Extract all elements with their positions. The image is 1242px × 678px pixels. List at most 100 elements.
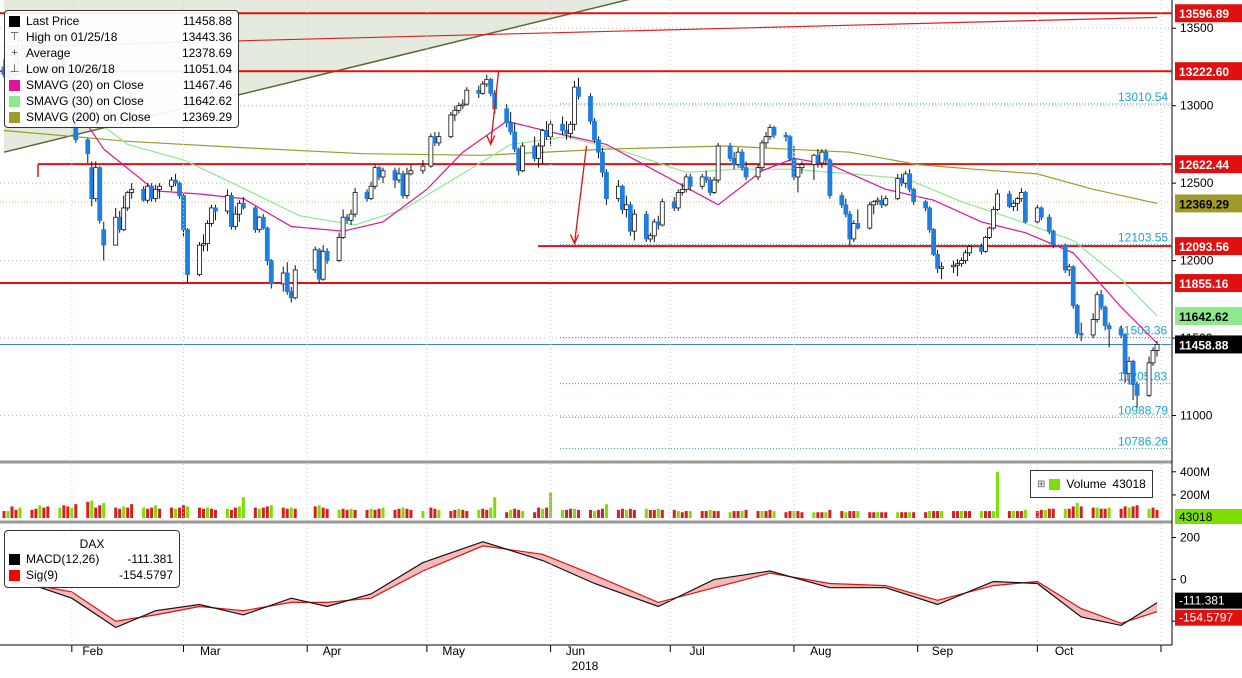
- volume-bar: [86, 501, 90, 518]
- candle: [252, 206, 258, 233]
- volume-bar: [405, 508, 409, 518]
- volume-bar: [505, 512, 509, 518]
- candle-body: [911, 188, 917, 203]
- volume-bar: [453, 509, 457, 518]
- volume-bar: [1047, 508, 1051, 518]
- candle-body: [1130, 360, 1136, 385]
- candle: [448, 111, 454, 139]
- candle-body: [1122, 334, 1128, 375]
- volume-bar: [197, 507, 201, 518]
- candle-body: [799, 164, 805, 169]
- candle-body: [1070, 266, 1076, 306]
- price-tag: [1175, 335, 1242, 354]
- candle-body: [1010, 202, 1016, 207]
- candle: [113, 207, 119, 246]
- candle-body: [979, 246, 984, 252]
- price-tag-label: 11458.88: [1179, 338, 1229, 352]
- fib-level-label: 10988.79: [1118, 403, 1168, 417]
- candle-body: [883, 198, 889, 206]
- volume-bar: [660, 509, 664, 518]
- candle-body: [236, 202, 242, 215]
- candle: [336, 232, 342, 263]
- candle: [596, 136, 601, 159]
- candle: [823, 149, 829, 165]
- candle-body: [336, 236, 342, 262]
- volume-bar: [1015, 511, 1019, 518]
- candle: [967, 245, 972, 256]
- volume-bar: [233, 507, 237, 518]
- volume-bar: [429, 507, 433, 518]
- legend-item-average: + Average 12378.69: [5, 45, 238, 61]
- candle-body: [117, 216, 123, 231]
- candle: [436, 132, 442, 146]
- volume-bar: [237, 506, 241, 518]
- candle-body: [568, 123, 573, 134]
- month-label: Feb: [82, 644, 103, 658]
- price-tick-label: 12500: [1180, 176, 1214, 190]
- volume-bar: [517, 509, 521, 518]
- volume-bar: [632, 509, 636, 518]
- level-price-tag: [1175, 237, 1242, 256]
- candle: [767, 124, 773, 140]
- candle-body: [97, 167, 103, 221]
- candle-body: [967, 246, 972, 254]
- volume-bar: [42, 507, 46, 518]
- volume-bar: [509, 509, 513, 518]
- volume-bar: [708, 509, 712, 518]
- candle-body: [560, 123, 565, 131]
- volume-bar: [205, 507, 209, 518]
- candle: [520, 142, 526, 173]
- volume-bar: [261, 507, 265, 518]
- volume-bar: [1067, 508, 1071, 518]
- candle: [1050, 229, 1056, 249]
- candle-body: [1098, 294, 1104, 308]
- candle-body: [951, 264, 956, 268]
- volume-bar: [868, 512, 872, 518]
- candle-body: [368, 185, 374, 200]
- month-label: Apr: [323, 644, 342, 658]
- candle-body: [903, 173, 909, 184]
- candle: [1134, 381, 1140, 408]
- candle: [847, 211, 853, 246]
- volume-bar: [772, 511, 776, 518]
- candle: [1078, 322, 1084, 342]
- candle: [911, 187, 917, 205]
- low-marker-icon: ⊥: [9, 62, 20, 75]
- volume-bar: [30, 509, 34, 518]
- high-marker-icon: ⊤: [9, 30, 20, 43]
- candle-body: [448, 114, 454, 138]
- month-label: Oct: [1055, 644, 1074, 658]
- legend-item-signal: Sig(9) -154.5797: [5, 567, 179, 583]
- level-price-label: 11855.16: [1179, 277, 1229, 291]
- candle: [1062, 243, 1068, 274]
- volume-bar: [561, 509, 565, 518]
- volume-bar: [952, 511, 956, 518]
- candle: [260, 214, 266, 230]
- candle-body: [819, 151, 825, 164]
- volume-bar: [908, 512, 912, 518]
- volume-bar: [74, 504, 78, 518]
- candle-body: [631, 213, 637, 232]
- candle-body: [655, 221, 661, 226]
- volume-bar: [896, 512, 900, 518]
- volume-bar: [987, 511, 991, 518]
- volume-bar: [577, 509, 581, 518]
- price-tick-label: 11000: [1180, 409, 1213, 423]
- volume-legend: ⊞ Volume 43018: [1030, 470, 1153, 498]
- candle: [1018, 187, 1024, 202]
- candle: [623, 195, 629, 218]
- candle-body: [707, 179, 713, 193]
- volume-bar: [848, 511, 852, 518]
- candle: [699, 173, 705, 190]
- expand-icon[interactable]: ⊞: [1037, 478, 1046, 490]
- candle-body: [540, 130, 546, 147]
- candle-body: [157, 185, 162, 190]
- candle-body: [763, 136, 769, 144]
- candle-body: [871, 201, 877, 206]
- volume-bar: [828, 509, 832, 518]
- candle-body: [149, 185, 155, 200]
- candle: [1102, 305, 1108, 331]
- candle: [839, 192, 845, 208]
- candle-body: [113, 216, 119, 246]
- candle-body: [783, 134, 789, 138]
